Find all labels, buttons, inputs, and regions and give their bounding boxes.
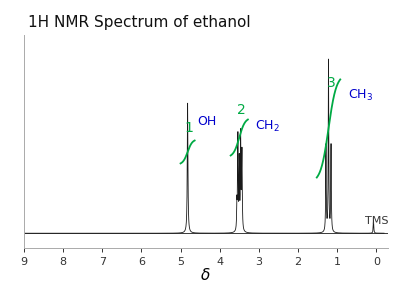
Text: 1H NMR Spectrum of ethanol: 1H NMR Spectrum of ethanol: [28, 15, 250, 30]
Text: CH$_2$: CH$_2$: [255, 119, 280, 134]
Text: 2: 2: [237, 103, 246, 117]
Text: TMS: TMS: [364, 216, 388, 226]
Text: 1: 1: [185, 121, 194, 134]
Text: 3: 3: [327, 76, 336, 90]
Text: OH: OH: [197, 115, 216, 128]
Text: CH$_3$: CH$_3$: [348, 88, 373, 103]
X-axis label: δ: δ: [201, 268, 211, 283]
